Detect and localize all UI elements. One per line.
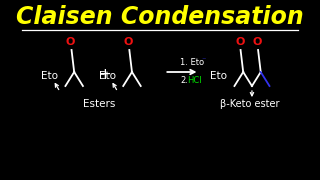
Text: HCl: HCl [187, 75, 202, 84]
Text: O: O [124, 37, 133, 47]
Text: Esters: Esters [83, 99, 115, 109]
Text: Eto: Eto [41, 71, 59, 81]
Text: O: O [235, 37, 244, 47]
Text: β-Keto ester: β-Keto ester [220, 99, 280, 109]
Text: +: + [99, 66, 111, 82]
Text: O: O [252, 37, 262, 47]
Text: Claisen Condensation: Claisen Condensation [16, 5, 304, 29]
Text: Eto: Eto [211, 71, 228, 81]
Text: 1. Eto: 1. Eto [180, 57, 204, 66]
Text: 2.: 2. [180, 75, 188, 84]
Text: ⁻: ⁻ [201, 55, 205, 64]
Text: O: O [66, 37, 75, 47]
Text: Eto: Eto [99, 71, 116, 81]
